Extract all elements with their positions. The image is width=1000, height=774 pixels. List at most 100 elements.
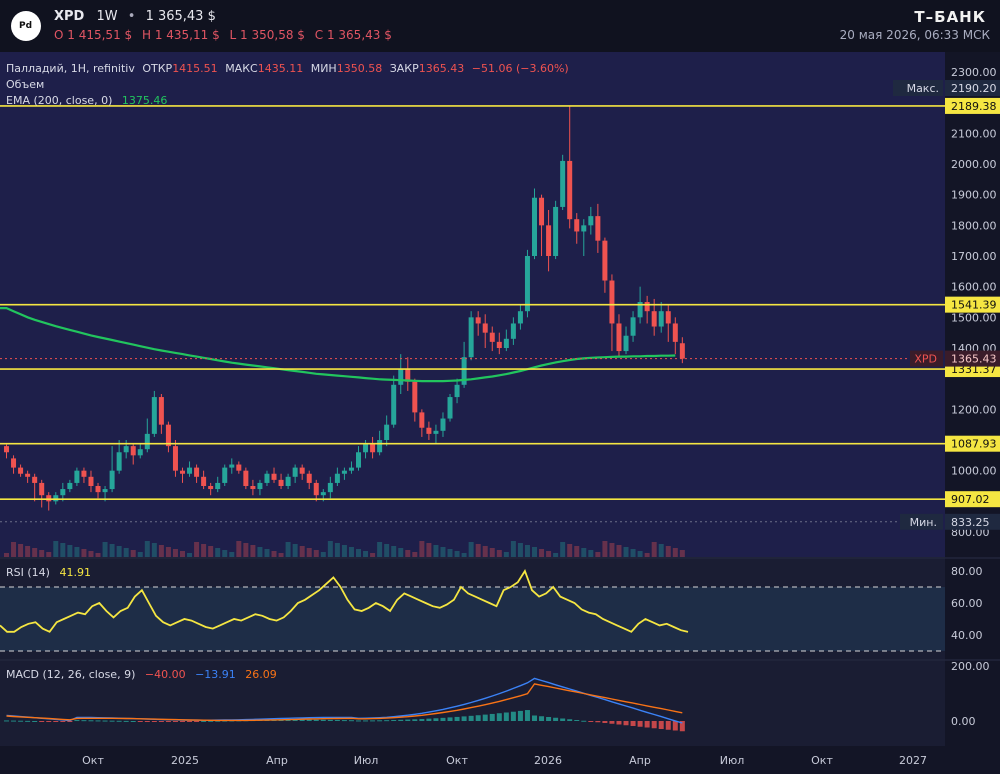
max-label-bg <box>893 80 943 96</box>
candle-body <box>172 446 178 471</box>
interval[interactable]: 1W <box>96 9 118 24</box>
macd-hist-bar <box>517 710 523 721</box>
candle-body <box>602 240 608 281</box>
candle-body <box>102 489 108 493</box>
macd-hist-bar <box>560 718 566 721</box>
volume-bar <box>468 542 474 557</box>
macd-tick-label: 200.00 <box>951 660 990 673</box>
candle-body <box>348 467 354 471</box>
macd-hist-bar <box>510 711 516 721</box>
macd-hist-bar <box>468 715 474 721</box>
ohlc-open: O 1 415,51 $ <box>54 28 133 42</box>
macd-hist-bar <box>4 720 9 722</box>
volume-bar <box>496 550 502 557</box>
candle-body <box>334 473 340 483</box>
ema-line <box>0 307 676 383</box>
macd-hist-bar <box>602 721 608 723</box>
legend-change: −51.06 (−3.60%) <box>472 62 569 75</box>
candle-body <box>151 397 157 434</box>
rsi-tick-label: 40.00 <box>951 629 983 642</box>
volume-bar <box>299 546 305 557</box>
volume-bar <box>454 551 460 557</box>
macd-hist-bar <box>496 713 502 721</box>
macd-hist-bar <box>201 720 207 722</box>
macd-hist-bar <box>419 718 425 721</box>
level-label-bg <box>945 97 1000 114</box>
legend-open-label: ОТКР <box>142 62 172 75</box>
candle-body <box>496 341 502 348</box>
macd-hist-bar <box>377 720 383 722</box>
candle-body <box>503 338 509 348</box>
macd-hist-bar <box>581 720 587 722</box>
macd-hist-bar <box>334 719 340 721</box>
macd-tick-label: 0.00 <box>951 715 976 728</box>
level-label-bg <box>945 491 1000 508</box>
macd-hist-bar <box>616 721 622 725</box>
time-tick-label: 2025 <box>171 754 199 767</box>
volume-bar <box>144 541 150 557</box>
candle-body <box>433 430 439 434</box>
macd-hist-bar <box>53 721 59 722</box>
time-axis[interactable]: Окт 2025 Апр Июл Окт 2026 Апр Июл Окт 2027 <box>82 754 927 767</box>
price-tick-label: 1800.00 <box>951 219 997 232</box>
volume-bar <box>510 541 516 557</box>
macd-hist-bar <box>454 716 460 721</box>
candle-body <box>250 486 256 490</box>
candle-body <box>524 256 530 312</box>
volume-bar <box>4 553 9 557</box>
macd-hist-bar <box>180 721 185 722</box>
legend-low-label: МИН <box>311 62 337 75</box>
macd-hist-bar <box>158 721 164 722</box>
volume-bar <box>53 541 59 557</box>
current-value-bg <box>945 350 1000 367</box>
candle-body <box>546 225 552 256</box>
price-tick-label: 2300.00 <box>951 66 997 79</box>
macd-hist-bar <box>574 720 580 721</box>
macd-hist-bar <box>285 719 291 721</box>
volume-bar <box>665 546 671 557</box>
macd-hist-bar <box>461 716 467 721</box>
volume-bar <box>250 545 256 557</box>
volume-bar <box>581 548 587 557</box>
price-tick-label: 1000.00 <box>951 465 997 478</box>
volume-bar <box>320 552 326 557</box>
symbol-logo: Pd <box>11 11 41 41</box>
level-label-bg <box>945 435 1000 452</box>
candle-body <box>74 470 80 483</box>
candle-body <box>4 446 9 453</box>
time-tick-label: 2026 <box>534 754 562 767</box>
macd-hist-bar <box>165 721 171 722</box>
volume-bar <box>398 548 404 557</box>
macd-hist-bar <box>306 719 312 721</box>
macd-hist-bar <box>644 721 650 728</box>
price-tick-label: 1500.00 <box>951 311 997 324</box>
symbol-name[interactable]: XPD <box>54 9 85 24</box>
candle-body <box>510 323 516 339</box>
volume-bar <box>137 552 143 557</box>
volume-bar <box>327 541 333 557</box>
volume-bar <box>116 546 122 557</box>
volume-bar <box>165 547 171 557</box>
macd-value: −13.91 <box>195 668 236 681</box>
candle-body <box>363 443 369 453</box>
volume-bar <box>151 543 157 557</box>
volume-bar <box>630 549 636 557</box>
candle-body <box>327 482 333 493</box>
volume-bar <box>595 552 601 557</box>
candle-body <box>32 476 38 483</box>
macd-hist-bar <box>187 721 193 722</box>
macd-hist-bar <box>370 720 376 722</box>
legend-open-value: 1415.51 <box>172 62 218 75</box>
volume-bar <box>412 552 418 557</box>
time-tick-label: Апр <box>266 754 288 767</box>
candle-body <box>595 216 601 241</box>
candle-body <box>482 323 488 333</box>
volume-bar <box>187 553 193 557</box>
volume-bar <box>363 551 369 557</box>
macd-hist-bar <box>665 721 671 730</box>
rsi-tick-label: 80.00 <box>951 565 983 578</box>
macd-hist-bar <box>123 720 129 722</box>
chart-canvas[interactable]: 2300.002200.002100.002000.001900.001800.… <box>0 52 1000 774</box>
macd-hist-bar <box>398 719 404 721</box>
